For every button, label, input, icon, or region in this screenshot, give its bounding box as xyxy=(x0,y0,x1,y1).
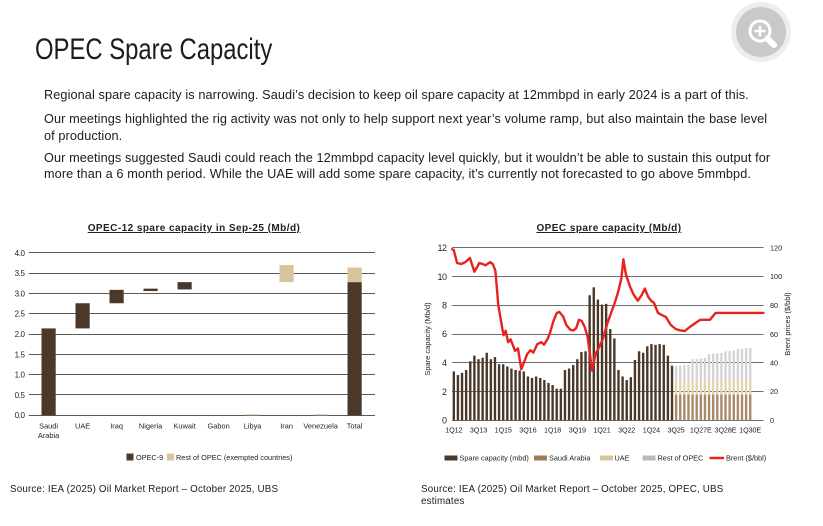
svg-text:0: 0 xyxy=(442,416,447,426)
svg-text:1Q30E: 1Q30E xyxy=(739,426,761,435)
svg-text:1.5: 1.5 xyxy=(15,350,26,359)
svg-text:Total: Total xyxy=(347,422,363,431)
svg-text:120: 120 xyxy=(770,244,782,253)
svg-text:Arabia: Arabia xyxy=(38,431,60,440)
svg-text:4.0: 4.0 xyxy=(15,249,26,258)
svg-text:Libya: Libya xyxy=(244,422,263,431)
svg-text:Venezuela: Venezuela xyxy=(303,422,338,431)
svg-text:Iran: Iran xyxy=(280,422,293,431)
svg-text:Spare capacity (mbd): Spare capacity (mbd) xyxy=(460,454,529,463)
svg-text:3Q25: 3Q25 xyxy=(668,426,685,435)
svg-text:2.5: 2.5 xyxy=(15,310,26,319)
svg-text:3Q19: 3Q19 xyxy=(569,426,586,435)
svg-text:3.5: 3.5 xyxy=(15,269,26,278)
svg-text:4: 4 xyxy=(442,358,447,368)
svg-text:OPEC-9: OPEC-9 xyxy=(136,453,163,462)
svg-text:0.0: 0.0 xyxy=(15,411,26,420)
svg-text:8: 8 xyxy=(442,301,447,311)
svg-text:Gabon: Gabon xyxy=(207,422,229,431)
svg-text:0: 0 xyxy=(770,416,774,425)
svg-text:Saudi Arabia: Saudi Arabia xyxy=(549,454,591,463)
svg-text:20: 20 xyxy=(770,387,778,396)
svg-text:OPEC spare capacity (Mb/d): OPEC spare capacity (Mb/d) xyxy=(536,223,681,234)
svg-text:1Q27E: 1Q27E xyxy=(690,426,712,435)
svg-text:12: 12 xyxy=(437,243,447,253)
svg-text:3Q22: 3Q22 xyxy=(618,426,635,435)
svg-text:Kuwait: Kuwait xyxy=(174,422,196,431)
svg-text:6: 6 xyxy=(442,329,447,339)
svg-text:2.0: 2.0 xyxy=(15,330,26,339)
svg-text:1.0: 1.0 xyxy=(15,371,26,380)
svg-text:1Q24: 1Q24 xyxy=(643,426,660,435)
svg-text:Rest of OPEC: Rest of OPEC xyxy=(658,454,704,463)
svg-text:Nigeria: Nigeria xyxy=(139,422,163,431)
svg-text:2: 2 xyxy=(442,387,447,397)
svg-text:0.5: 0.5 xyxy=(15,391,26,400)
svg-text:Iraq: Iraq xyxy=(110,422,123,431)
svg-text:3Q16: 3Q16 xyxy=(519,426,536,435)
svg-text:Spare capacity (Mb/d): Spare capacity (Mb/d) xyxy=(423,302,432,376)
svg-text:100: 100 xyxy=(770,272,782,281)
svg-text:Saudi: Saudi xyxy=(39,422,58,431)
svg-text:10: 10 xyxy=(437,272,447,282)
svg-text:Brent ($/bbl): Brent ($/bbl) xyxy=(726,454,766,463)
svg-text:1Q21: 1Q21 xyxy=(593,426,610,435)
svg-text:3.0: 3.0 xyxy=(15,289,26,298)
svg-text:80: 80 xyxy=(770,301,778,310)
svg-text:UAE: UAE xyxy=(615,454,630,463)
svg-text:UAE: UAE xyxy=(75,422,90,431)
svg-text:1Q18: 1Q18 xyxy=(544,426,561,435)
svg-text:OPEC-12 spare capacity in Sep-: OPEC-12 spare capacity in Sep-25 (Mb/d) xyxy=(88,223,301,234)
svg-text:Rest of OPEC (exempted countri: Rest of OPEC (exempted countries) xyxy=(176,453,292,462)
svg-text:1Q12: 1Q12 xyxy=(445,426,462,435)
svg-text:60: 60 xyxy=(770,330,778,339)
svg-text:Brent prices ($/bbl): Brent prices ($/bbl) xyxy=(783,292,792,356)
svg-text:3Q28E: 3Q28E xyxy=(715,426,737,435)
svg-text:40: 40 xyxy=(770,359,778,368)
svg-text:1Q15: 1Q15 xyxy=(495,426,512,435)
svg-text:3Q13: 3Q13 xyxy=(470,426,487,435)
